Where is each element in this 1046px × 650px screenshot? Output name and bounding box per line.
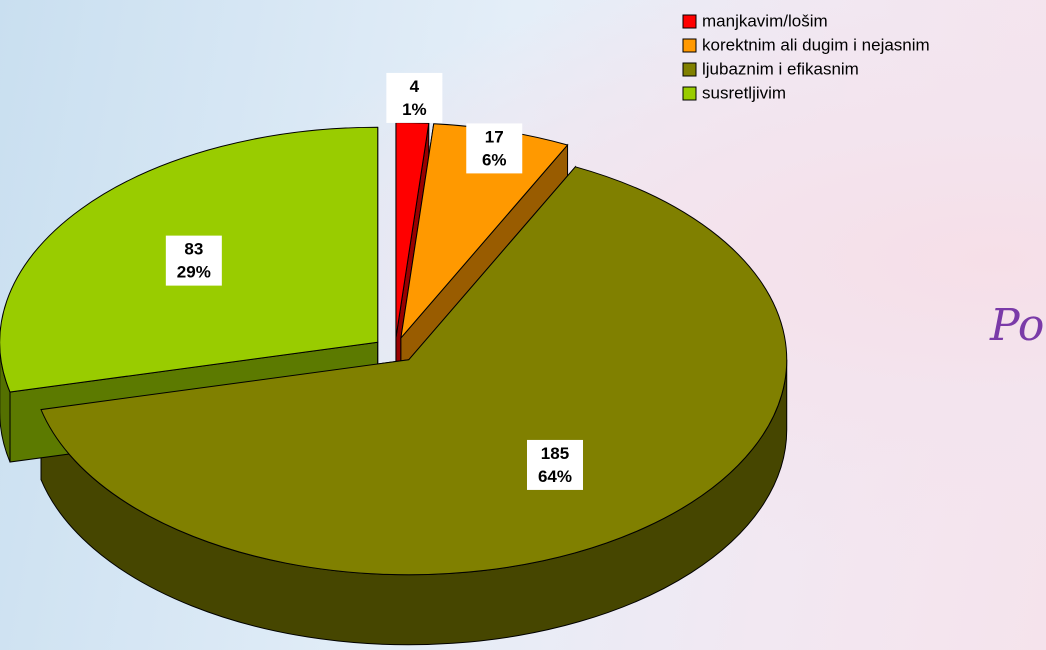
slice — [40, 166, 788, 576]
data-label-percent: 29% — [177, 263, 211, 282]
slide-title-fragment: Po — [989, 300, 1044, 351]
data-label-value: 4 — [410, 77, 420, 96]
data-label-percent: 6% — [482, 150, 507, 169]
data-label-box — [165, 235, 222, 286]
legend-swatch — [682, 38, 697, 53]
legend-swatch — [682, 62, 697, 77]
data-label-value: 17 — [485, 127, 504, 146]
legend-swatch — [682, 14, 697, 29]
data-label-box — [466, 123, 523, 174]
data-label-percent: 1% — [402, 100, 427, 119]
data-label-percent: 64% — [538, 467, 572, 486]
legend-swatch — [682, 86, 697, 101]
data-label-value: 83 — [184, 240, 203, 259]
data-label-box — [386, 72, 443, 123]
data-label-value: 185 — [541, 444, 569, 463]
slice-tops — [0, 121, 788, 576]
legend-label: manjkavim/lošim — [702, 11, 828, 30]
legend-label: ljubaznim i efikasnim — [702, 59, 859, 78]
legend-label: susretljivim — [702, 83, 786, 102]
legend-label: korektnim ali dugim i nejasnim — [702, 35, 930, 54]
data-label-box — [526, 439, 583, 490]
